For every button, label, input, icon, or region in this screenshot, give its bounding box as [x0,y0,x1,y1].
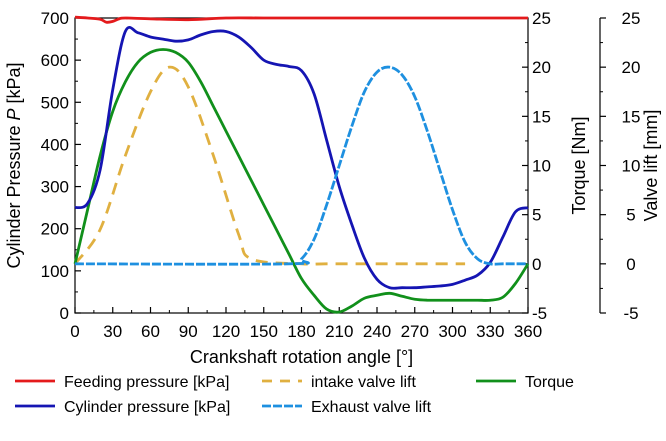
x-tick-label-120: 120 [212,322,240,341]
series-line-cylinder-pressure-kpa [74,26,529,290]
y-left-tick-label-300: 300 [41,178,69,197]
x-tick-label-210: 210 [325,322,353,341]
x-tick-label-240: 240 [363,322,391,341]
x-tick-label-360: 360 [514,322,542,341]
y-lift-tick-label-25: 25 [622,9,641,28]
series-line-feeding-pressure-kpa [74,15,528,24]
legend-label-torque: Torque [525,374,574,391]
x-tick-label-60: 60 [141,322,160,341]
x-tick-label-270: 270 [401,322,429,341]
y-left-label-symbol: P [4,108,24,120]
legend-label-intake-valve-lift: intake valve lift [311,374,416,391]
y-lift-tick-label-20: 20 [622,58,641,77]
y-torque-tick-label-0: 0 [532,255,541,274]
y-left-tick-label-400: 400 [41,135,69,154]
y-left-label-suffix: [kPa] [4,62,24,108]
series-line-torque [73,48,530,314]
x-axis-label: Crankshaft rotation angle [°] [190,347,413,367]
y-left-tick-label-500: 500 [41,93,69,112]
y-torque-tick-label-20: 20 [532,58,551,77]
y-left-tick-label-200: 200 [41,220,69,239]
legend-label-feeding-pressure-kpa: Feeding pressure [kPa] [64,374,229,391]
x-tick-label-0: 0 [70,322,79,341]
plot-frame [74,17,529,314]
y-torque-tick-label-10: 10 [532,157,551,176]
x-tick-label-30: 30 [103,322,122,341]
x-tick-label-180: 180 [287,322,315,341]
legend-label-cylinder-pressure-kpa: Cylinder pressure [kPa] [64,399,230,416]
y-lift-tick-label-5: 5 [626,206,635,225]
y-lift-tick-label-15: 15 [622,107,641,126]
x-tick-label-90: 90 [179,322,198,341]
series-line-intake-valve-lift [73,65,466,266]
x-tick-label-300: 300 [438,322,466,341]
y-torque-tick-label-5: 5 [532,206,541,225]
y-lift-tick-label-10: 10 [622,157,641,176]
y-torque-tick-label--5: -5 [532,304,547,323]
y-lift-tick-label--5: -5 [623,304,638,323]
x-tick-label-150: 150 [250,322,278,341]
y-left-tick-label-700: 700 [41,9,69,28]
y-left-axis-label: Cylinder Pressure P [kPa] [4,62,24,268]
y-left-tick-label-0: 0 [60,304,69,323]
y-left-tick-label-100: 100 [41,262,69,281]
y-torque-axis-label: Torque [Nm] [569,116,589,214]
x-tick-label-330: 330 [476,322,504,341]
y-torque-tick-label-15: 15 [532,107,551,126]
y-lift-axis-label: Valve lift [mm] [641,110,661,222]
y-torque-tick-label-25: 25 [532,9,551,28]
y-left-label-prefix: Cylinder Pressure [4,120,24,268]
legend-label-exhaust-valve-lift: Exhaust valve lift [311,399,432,416]
y-lift-tick-label-0: 0 [626,255,635,274]
series-line-exhaust-valve-lift [74,65,528,266]
y-left-tick-label-600: 600 [41,51,69,70]
